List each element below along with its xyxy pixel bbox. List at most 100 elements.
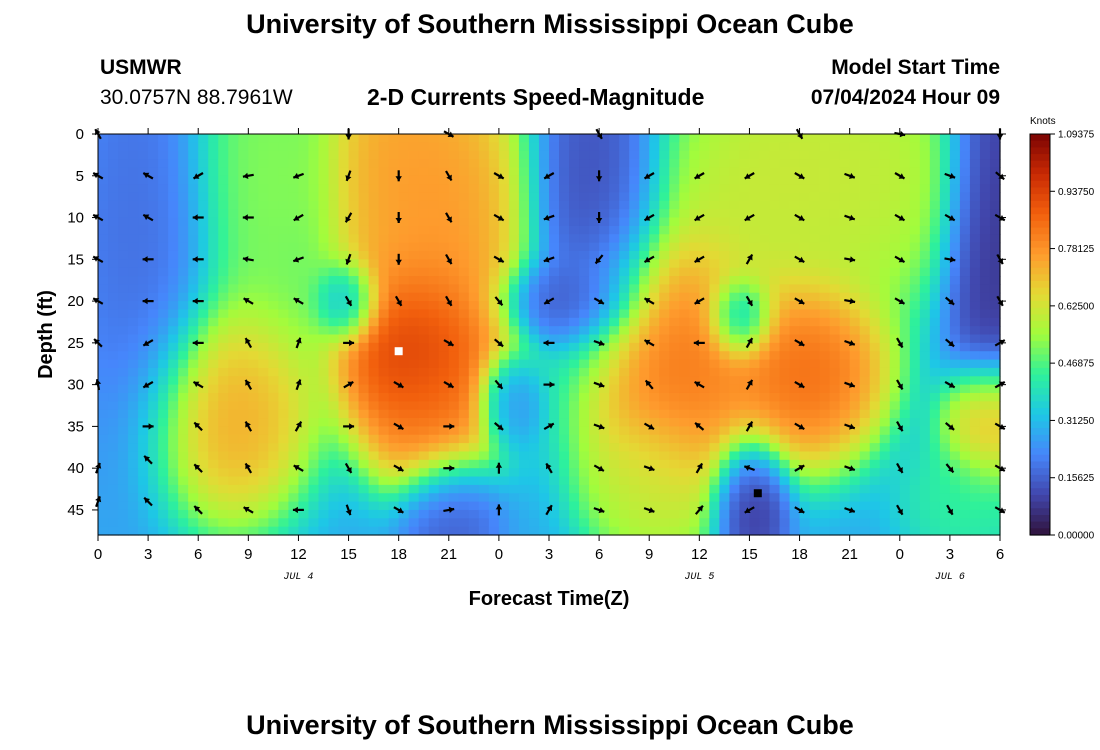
heatmap-cell [629, 284, 640, 294]
heatmap-cell [208, 342, 219, 352]
heatmap-cell [739, 493, 751, 503]
heatmap-cell [859, 334, 871, 344]
heatmap-cell [569, 309, 580, 319]
heatmap-cell [228, 384, 239, 394]
heatmap-cell [358, 276, 370, 285]
heatmap-cell [438, 401, 450, 411]
heatmap-cell [348, 334, 360, 344]
vector-head [143, 340, 150, 346]
heatmap-cell [368, 468, 380, 478]
heatmap-cell [198, 175, 209, 185]
heatmap-cell [639, 426, 650, 436]
heatmap-cell [348, 309, 360, 319]
heatmap-cell [98, 518, 109, 528]
vector-head [148, 423, 154, 430]
heatmap-cell [639, 326, 650, 336]
vector-head [193, 173, 200, 179]
heatmap-cell [729, 392, 741, 402]
current-vector [694, 213, 705, 222]
heatmap-cell [258, 192, 269, 202]
heatmap-cell [528, 367, 540, 377]
heatmap-cell [468, 250, 480, 260]
heatmap-cell [208, 401, 219, 411]
heatmap-cell [809, 276, 821, 285]
heatmap-cell [939, 334, 951, 344]
heatmap-cell [288, 334, 300, 344]
heatmap-cell [949, 351, 961, 361]
heatmap-cell [909, 276, 921, 285]
colorbar-segment [1030, 428, 1050, 436]
heatmap-cell [729, 434, 741, 444]
heatmap-cell [528, 401, 540, 411]
heatmap-cell [809, 334, 821, 344]
heatmap-cell [739, 276, 751, 285]
heatmap-cell [258, 267, 269, 277]
heatmap-cell [418, 175, 430, 185]
current-vector [944, 256, 956, 263]
heatmap-cell [268, 392, 279, 402]
heatmap-cell [198, 242, 209, 252]
heatmap-cell [909, 418, 921, 427]
heatmap-cell [208, 459, 219, 469]
heatmap-cell [799, 317, 811, 327]
heatmap-cell [639, 334, 650, 344]
heatmap-cell [338, 342, 350, 352]
heatmap-cell [398, 418, 410, 427]
heatmap-cell [418, 342, 430, 352]
heatmap-cell [769, 209, 781, 219]
heatmap-cell [849, 418, 861, 427]
heatmap-cell [398, 267, 410, 277]
heatmap-cell [569, 359, 580, 369]
heatmap-cell [168, 192, 179, 202]
current-vector [192, 172, 204, 180]
heatmap-cell [679, 459, 690, 469]
heatmap-cell [979, 142, 991, 152]
heatmap-cell [569, 301, 580, 311]
heatmap-cell [118, 134, 129, 143]
current-vector [844, 381, 856, 388]
heatmap-cell [889, 509, 901, 519]
heatmap-cell [238, 359, 249, 369]
heatmap-cell [208, 276, 219, 285]
heatmap-cell [408, 150, 420, 160]
heatmap-cell [488, 209, 500, 219]
current-vector [493, 338, 504, 348]
heatmap-cell [168, 167, 179, 177]
vector-head [947, 508, 953, 515]
heatmap-cell [739, 317, 751, 327]
heatmap-cell [659, 326, 670, 336]
heatmap-cell [639, 292, 650, 302]
heatmap-cell [979, 501, 991, 511]
heatmap-cell [849, 200, 861, 210]
heatmap-cell [739, 359, 751, 369]
heatmap-cell [749, 426, 761, 436]
colorbar-segment [1030, 180, 1050, 189]
heatmap-cell [408, 476, 420, 486]
heatmap-cell [158, 401, 169, 411]
heatmap-cell [819, 401, 831, 411]
heatmap-cell [158, 167, 169, 177]
heatmap-cell [438, 134, 450, 143]
heatmap-cell [569, 409, 580, 419]
heatmap-cell [679, 367, 690, 377]
heatmap-cell [158, 443, 169, 453]
current-vector [844, 214, 856, 221]
current-vector [243, 297, 254, 305]
heatmap-cell [739, 351, 751, 361]
heatmap-cell [759, 443, 771, 453]
heatmap-cell [899, 468, 911, 478]
heatmap-cell [779, 142, 791, 152]
heatmap-cell [308, 317, 320, 327]
heatmap-cell [438, 376, 450, 386]
heatmap-cell [849, 250, 861, 260]
heatmap-cell [599, 384, 610, 394]
heatmap-cell [438, 159, 450, 169]
heatmap-cell [398, 451, 410, 461]
heatmap-cell [859, 409, 871, 419]
heatmap-cell [358, 242, 370, 252]
heatmap-cell [278, 418, 290, 427]
heatmap-cell [599, 217, 610, 227]
heatmap-cell [98, 209, 109, 219]
heatmap-cell [959, 418, 971, 427]
heatmap-cell [969, 250, 981, 260]
